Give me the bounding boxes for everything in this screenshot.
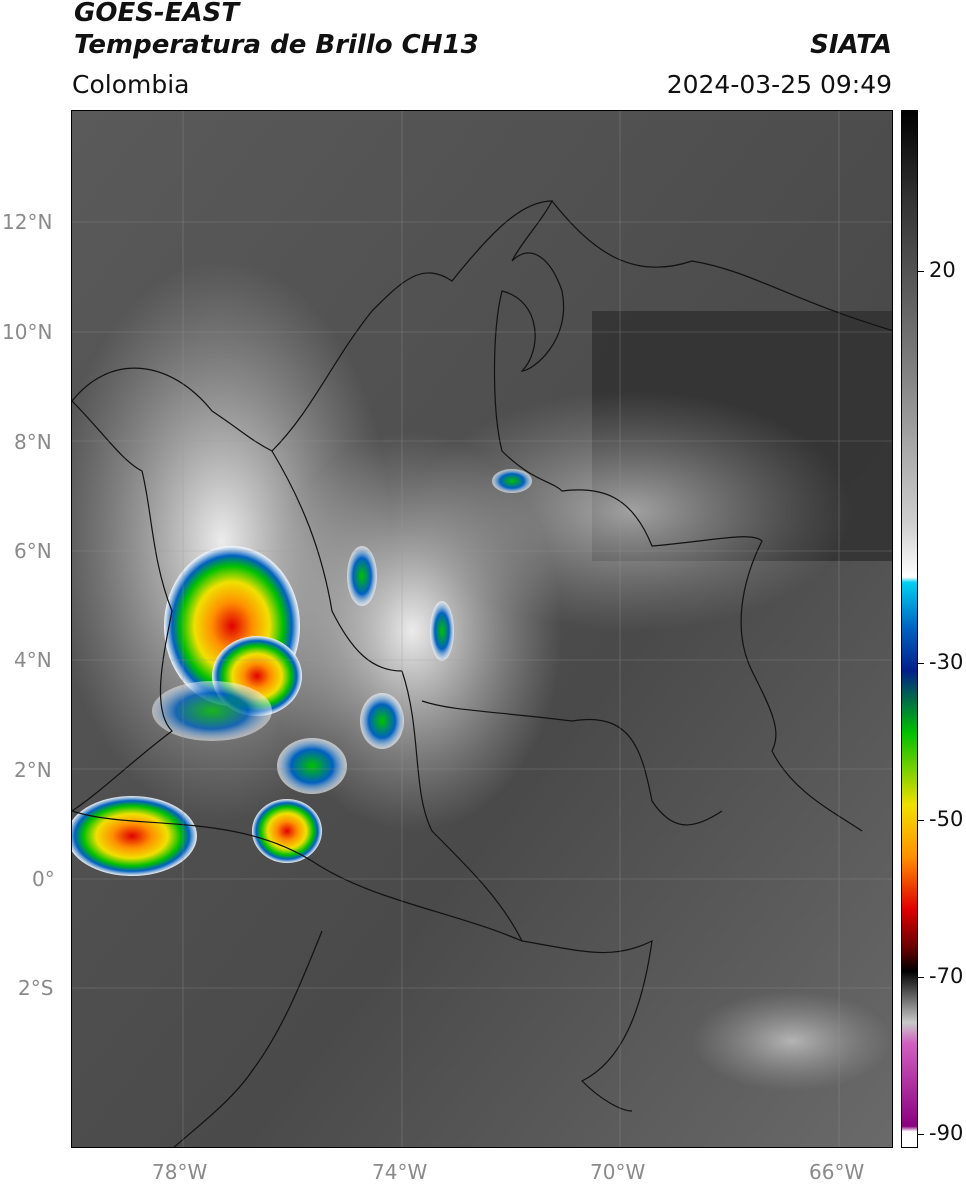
storm-cell-10 <box>152 681 272 741</box>
cloud-band-east <box>412 391 852 631</box>
colorbar-label-neg70: -70 <box>929 964 964 988</box>
lon-label-66w: 66°W <box>809 1160 865 1184</box>
coastline-venezuela <box>551 200 892 332</box>
title-line1: GOES-EAST <box>74 0 240 28</box>
storm-cell-4 <box>252 799 322 863</box>
storm-cell-7 <box>347 546 377 606</box>
border-internal-1 <box>421 700 723 826</box>
storm-cell-9 <box>492 469 532 493</box>
subtitle-region: Colombia <box>72 70 190 99</box>
coastline-ecuador <box>173 930 323 1147</box>
border-internal-3 <box>401 670 523 942</box>
storm-cell-8 <box>430 601 454 661</box>
source-label: SIATA <box>810 30 892 60</box>
border-colombia-venezuela <box>72 200 863 832</box>
lon-label-78w: 78°W <box>152 1160 208 1184</box>
satellite-map[interactable] <box>71 110 893 1148</box>
lon-label-70w: 70°W <box>590 1160 646 1184</box>
lat-label-2n: 2°N <box>14 758 52 782</box>
coastline-pacific <box>72 400 173 812</box>
colorbar-label-neg30: -30 <box>929 650 964 674</box>
lon-label-74w: 74°W <box>372 1160 428 1184</box>
colorbar-label-neg90: -90 <box>929 1121 964 1145</box>
title-line2: Temperatura de Brillo CH13 <box>74 30 479 60</box>
colorbar <box>901 110 918 1148</box>
border-colombia-south <box>72 810 653 1112</box>
timestamp: 2024-03-25 09:49 <box>666 70 892 99</box>
borders <box>72 200 892 1147</box>
lat-label-12n: 12°N <box>2 210 53 234</box>
lat-label-6n: 6°N <box>14 539 52 563</box>
storm-cell-5 <box>360 693 404 749</box>
colorbar-label-20: 20 <box>929 258 956 282</box>
cloud-south-east <box>692 991 892 1091</box>
satellite-image <box>72 111 892 1147</box>
storm-cell-3 <box>72 796 197 876</box>
storm-cell-6 <box>277 738 347 794</box>
lat-label-0: 0° <box>32 867 55 891</box>
lat-label-10n: 10°N <box>2 320 53 344</box>
lat-label-8n: 8°N <box>14 430 52 454</box>
border-internal-2 <box>271 450 403 672</box>
graticule <box>72 111 892 1147</box>
lat-label-2s: 2°S <box>18 976 54 1000</box>
lat-label-4n: 4°N <box>14 648 52 672</box>
colorbar-label-neg50: -50 <box>929 807 964 831</box>
